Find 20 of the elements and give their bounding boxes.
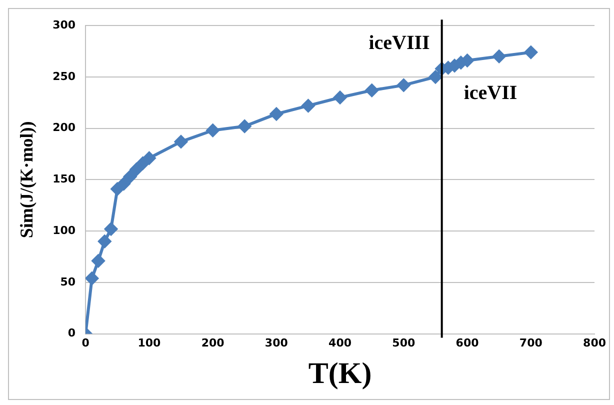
x-tick-label: 200: [201, 336, 225, 350]
x-tick-label: 600: [456, 336, 480, 350]
x-axis-title: T(K): [308, 356, 372, 390]
x-tick-label: 100: [138, 336, 162, 350]
y-tick-label: 150: [52, 172, 76, 186]
y-axis-title: Sim(J/(K·mol)): [16, 121, 36, 238]
y-tick-label: 300: [52, 18, 76, 32]
x-tick-label: 500: [392, 336, 416, 350]
annotation: iceVII: [464, 82, 518, 104]
y-tick-label: 50: [60, 275, 76, 288]
x-tick-label: 700: [519, 336, 543, 350]
x-tick-label: 800: [583, 336, 606, 350]
y-tick-label: 100: [52, 224, 76, 237]
x-tick-label: 400: [328, 336, 352, 350]
y-tick-label: 250: [52, 70, 76, 83]
y-tick-label: 200: [52, 121, 76, 134]
x-tick-label: 0: [82, 336, 90, 350]
y-tick-label: 0: [68, 326, 76, 340]
annotation: iceVIII: [368, 32, 430, 54]
x-tick-label: 300: [264, 336, 288, 350]
